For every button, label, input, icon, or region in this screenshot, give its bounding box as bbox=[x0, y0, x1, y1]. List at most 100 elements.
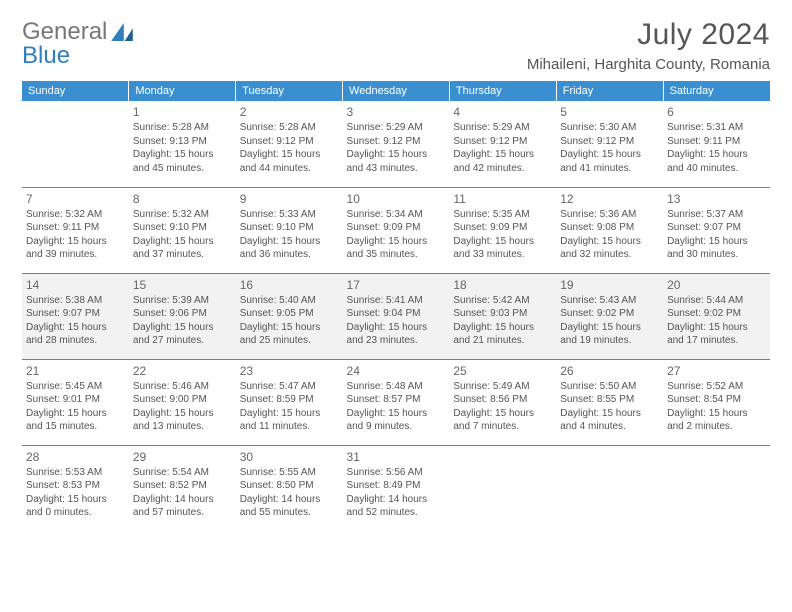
sunrise-text: Sunrise: 5:37 AM bbox=[667, 208, 766, 222]
daylight-text: Daylight: 15 hours bbox=[667, 235, 766, 249]
day-number: 19 bbox=[560, 277, 659, 293]
daylight-text: Daylight: 15 hours bbox=[240, 407, 339, 421]
sunrise-text: Sunrise: 5:33 AM bbox=[240, 208, 339, 222]
weekday-header: Tuesday bbox=[236, 81, 343, 101]
sunset-text: Sunset: 9:12 PM bbox=[347, 135, 446, 149]
day-number: 7 bbox=[26, 191, 125, 207]
daylight-text: and 11 minutes. bbox=[240, 420, 339, 434]
weekday-header: Saturday bbox=[663, 81, 770, 101]
day-number: 27 bbox=[667, 363, 766, 379]
calendar-day-cell: 26Sunrise: 5:50 AMSunset: 8:55 PMDayligh… bbox=[556, 359, 663, 445]
sunset-text: Sunset: 9:01 PM bbox=[26, 393, 125, 407]
calendar-day-cell bbox=[663, 445, 770, 531]
daylight-text: and 9 minutes. bbox=[347, 420, 446, 434]
calendar-day-cell: 18Sunrise: 5:42 AMSunset: 9:03 PMDayligh… bbox=[449, 273, 556, 359]
sunrise-text: Sunrise: 5:50 AM bbox=[560, 380, 659, 394]
sunrise-text: Sunrise: 5:28 AM bbox=[240, 121, 339, 135]
calendar-day-cell: 11Sunrise: 5:35 AMSunset: 9:09 PMDayligh… bbox=[449, 187, 556, 273]
location-subtitle: Mihaileni, Harghita County, Romania bbox=[527, 56, 770, 73]
day-number: 18 bbox=[453, 277, 552, 293]
sunrise-text: Sunrise: 5:28 AM bbox=[133, 121, 232, 135]
calendar-week-row: 1Sunrise: 5:28 AMSunset: 9:13 PMDaylight… bbox=[22, 101, 770, 187]
sunrise-text: Sunrise: 5:53 AM bbox=[26, 466, 125, 480]
day-number: 22 bbox=[133, 363, 232, 379]
daylight-text: and 25 minutes. bbox=[240, 334, 339, 348]
sunrise-text: Sunrise: 5:32 AM bbox=[26, 208, 125, 222]
day-number: 23 bbox=[240, 363, 339, 379]
daylight-text: and 2 minutes. bbox=[667, 420, 766, 434]
day-number: 12 bbox=[560, 191, 659, 207]
sunset-text: Sunset: 9:03 PM bbox=[453, 307, 552, 321]
sunset-text: Sunset: 8:56 PM bbox=[453, 393, 552, 407]
daylight-text: and 0 minutes. bbox=[26, 506, 125, 520]
daylight-text: Daylight: 15 hours bbox=[240, 321, 339, 335]
daylight-text: and 35 minutes. bbox=[347, 248, 446, 262]
sunset-text: Sunset: 9:12 PM bbox=[560, 135, 659, 149]
daylight-text: and 27 minutes. bbox=[133, 334, 232, 348]
daylight-text: and 17 minutes. bbox=[667, 334, 766, 348]
calendar-day-cell: 14Sunrise: 5:38 AMSunset: 9:07 PMDayligh… bbox=[22, 273, 129, 359]
weekday-header: Sunday bbox=[22, 81, 129, 101]
sunrise-text: Sunrise: 5:48 AM bbox=[347, 380, 446, 394]
day-number: 31 bbox=[347, 449, 446, 465]
sunset-text: Sunset: 9:12 PM bbox=[240, 135, 339, 149]
daylight-text: Daylight: 15 hours bbox=[26, 407, 125, 421]
sunset-text: Sunset: 9:04 PM bbox=[347, 307, 446, 321]
day-number: 24 bbox=[347, 363, 446, 379]
sunrise-text: Sunrise: 5:54 AM bbox=[133, 466, 232, 480]
calendar-page: General July 2024 Mihaileni, Harghita Co… bbox=[0, 0, 792, 612]
calendar-day-cell: 5Sunrise: 5:30 AMSunset: 9:12 PMDaylight… bbox=[556, 101, 663, 187]
calendar-day-cell: 17Sunrise: 5:41 AMSunset: 9:04 PMDayligh… bbox=[343, 273, 450, 359]
daylight-text: Daylight: 15 hours bbox=[347, 148, 446, 162]
daylight-text: and 39 minutes. bbox=[26, 248, 125, 262]
daylight-text: Daylight: 15 hours bbox=[453, 407, 552, 421]
day-number: 4 bbox=[453, 104, 552, 120]
day-number: 17 bbox=[347, 277, 446, 293]
day-number: 3 bbox=[347, 104, 446, 120]
calendar-day-cell: 13Sunrise: 5:37 AMSunset: 9:07 PMDayligh… bbox=[663, 187, 770, 273]
sunset-text: Sunset: 9:11 PM bbox=[26, 221, 125, 235]
calendar-day-cell: 21Sunrise: 5:45 AMSunset: 9:01 PMDayligh… bbox=[22, 359, 129, 445]
sunrise-text: Sunrise: 5:42 AM bbox=[453, 294, 552, 308]
daylight-text: and 42 minutes. bbox=[453, 162, 552, 176]
sunset-text: Sunset: 9:02 PM bbox=[560, 307, 659, 321]
sunrise-text: Sunrise: 5:46 AM bbox=[133, 380, 232, 394]
calendar-day-cell: 29Sunrise: 5:54 AMSunset: 8:52 PMDayligh… bbox=[129, 445, 236, 531]
sunset-text: Sunset: 9:05 PM bbox=[240, 307, 339, 321]
calendar-day-cell: 1Sunrise: 5:28 AMSunset: 9:13 PMDaylight… bbox=[129, 101, 236, 187]
sunset-text: Sunset: 8:55 PM bbox=[560, 393, 659, 407]
calendar-day-cell: 28Sunrise: 5:53 AMSunset: 8:53 PMDayligh… bbox=[22, 445, 129, 531]
calendar-day-cell: 12Sunrise: 5:36 AMSunset: 9:08 PMDayligh… bbox=[556, 187, 663, 273]
daylight-text: Daylight: 15 hours bbox=[240, 148, 339, 162]
day-number: 5 bbox=[560, 104, 659, 120]
calendar-day-cell: 27Sunrise: 5:52 AMSunset: 8:54 PMDayligh… bbox=[663, 359, 770, 445]
daylight-text: Daylight: 15 hours bbox=[560, 407, 659, 421]
daylight-text: Daylight: 15 hours bbox=[560, 321, 659, 335]
day-number: 8 bbox=[133, 191, 232, 207]
daylight-text: Daylight: 15 hours bbox=[667, 148, 766, 162]
month-title: July 2024 bbox=[527, 18, 770, 52]
sunset-text: Sunset: 9:09 PM bbox=[347, 221, 446, 235]
daylight-text: and 36 minutes. bbox=[240, 248, 339, 262]
sunrise-text: Sunrise: 5:39 AM bbox=[133, 294, 232, 308]
daylight-text: Daylight: 15 hours bbox=[347, 235, 446, 249]
sunset-text: Sunset: 8:59 PM bbox=[240, 393, 339, 407]
daylight-text: and 52 minutes. bbox=[347, 506, 446, 520]
sunrise-text: Sunrise: 5:56 AM bbox=[347, 466, 446, 480]
day-number: 20 bbox=[667, 277, 766, 293]
calendar-week-row: 28Sunrise: 5:53 AMSunset: 8:53 PMDayligh… bbox=[22, 445, 770, 531]
daylight-text: Daylight: 15 hours bbox=[667, 407, 766, 421]
sunset-text: Sunset: 9:12 PM bbox=[453, 135, 552, 149]
daylight-text: Daylight: 15 hours bbox=[667, 321, 766, 335]
daylight-text: Daylight: 15 hours bbox=[560, 148, 659, 162]
sunset-text: Sunset: 8:53 PM bbox=[26, 479, 125, 493]
weekday-header: Wednesday bbox=[343, 81, 450, 101]
sunset-text: Sunset: 9:10 PM bbox=[133, 221, 232, 235]
daylight-text: Daylight: 15 hours bbox=[133, 407, 232, 421]
calendar-day-cell: 8Sunrise: 5:32 AMSunset: 9:10 PMDaylight… bbox=[129, 187, 236, 273]
calendar-day-cell: 24Sunrise: 5:48 AMSunset: 8:57 PMDayligh… bbox=[343, 359, 450, 445]
daylight-text: Daylight: 15 hours bbox=[240, 235, 339, 249]
daylight-text: and 44 minutes. bbox=[240, 162, 339, 176]
daylight-text: Daylight: 14 hours bbox=[133, 493, 232, 507]
day-number: 1 bbox=[133, 104, 232, 120]
